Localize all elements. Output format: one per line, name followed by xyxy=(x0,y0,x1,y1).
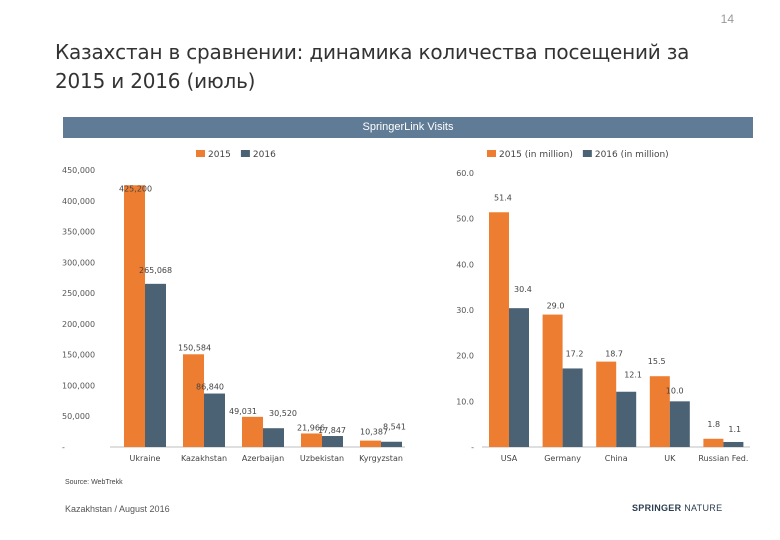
logo-word-nature: NATURE xyxy=(684,503,723,513)
footer-caption: Kazakhstan / August 2016 xyxy=(65,504,170,514)
bar-1-0 xyxy=(145,283,166,447)
y-tick-label: 100,000 xyxy=(62,381,95,390)
category-label: Azerbaijan xyxy=(242,454,284,463)
data-label-0-3: 15.5 xyxy=(648,357,666,366)
bar-0-1 xyxy=(183,354,204,447)
category-label: Ukraine xyxy=(130,454,161,463)
page-title: Казахстан в сравнении: динамика количест… xyxy=(55,38,735,96)
y-tick-label: 150,000 xyxy=(62,351,95,360)
data-label-0-1: 150,584 xyxy=(178,343,211,352)
y-tick-label: 50,000 xyxy=(62,412,90,421)
logo-word-springer: SPRINGER xyxy=(632,503,682,513)
bar-1-4 xyxy=(723,441,744,447)
bar-0-2 xyxy=(596,361,617,447)
data-label-0-3: 21,966 xyxy=(297,423,325,432)
bar-0-4 xyxy=(360,440,381,447)
chart-right: 60.0 50.0 40.0 30.0 20.0 10.0 - 2015 (in millio… xyxy=(456,150,750,463)
bar-0-1 xyxy=(542,314,563,447)
bar-0-4 xyxy=(703,438,724,447)
bar-0-3 xyxy=(649,376,670,447)
category-label: Uzbekistan xyxy=(300,454,344,463)
y-tick-label: 30.0 xyxy=(456,306,474,315)
legend-label-0: 2015 xyxy=(208,150,231,160)
y-tick-label: 20.0 xyxy=(456,352,474,361)
page-number: 14 xyxy=(720,12,734,26)
data-label-1-2: 12.1 xyxy=(624,371,642,380)
category-label: UK xyxy=(664,454,676,463)
y-tick-label: 400,000 xyxy=(62,197,95,206)
legend-label-1: 2016 xyxy=(253,150,276,160)
data-label-1-4: 1.1 xyxy=(728,425,741,434)
data-label-0-2: 18.7 xyxy=(605,350,623,359)
title-line-2: 2015 и 2016 (июль) xyxy=(55,69,256,93)
bar-0-2 xyxy=(242,416,263,447)
data-label-0-0: 51.4 xyxy=(494,193,512,202)
y-tick-label: - xyxy=(471,443,474,452)
data-label-0-2: 49,031 xyxy=(229,407,257,416)
data-label-1-1: 17.2 xyxy=(566,349,584,358)
bar-0-3 xyxy=(301,433,322,447)
category-label: China xyxy=(605,454,628,463)
bar-1-4 xyxy=(381,441,402,447)
data-label-0-1: 29.0 xyxy=(547,302,565,311)
y-tick-label: 450,000 xyxy=(62,166,95,175)
category-label: Russian Fed. xyxy=(698,454,748,463)
data-label-1-2: 30,520 xyxy=(269,409,297,418)
y-tick-label: 40.0 xyxy=(456,260,474,269)
legend-label-0: 2015 (in million) xyxy=(499,150,573,160)
title-line-1: Казахстан в сравнении: динамика количест… xyxy=(55,40,690,64)
bar-1-3 xyxy=(669,401,690,447)
legend-swatch-0 xyxy=(487,150,496,157)
bar-1-1 xyxy=(562,368,583,447)
legend-label-1: 2016 (in million) xyxy=(595,150,669,160)
y-tick-label: 50.0 xyxy=(456,215,474,224)
springer-nature-logo: SPRINGER NATURE xyxy=(632,503,722,513)
data-label-1-1: 86,840 xyxy=(196,383,224,392)
y-tick-label: 300,000 xyxy=(62,258,95,267)
y-tick-label: 250,000 xyxy=(62,289,95,298)
data-label-1-0: 30.4 xyxy=(514,285,532,294)
bar-1-1 xyxy=(204,393,225,447)
bar-1-2 xyxy=(263,428,284,447)
y-tick-label: 60.0 xyxy=(456,169,474,178)
data-label-1-3: 17,847 xyxy=(318,426,346,435)
data-label-1-3: 10.0 xyxy=(666,386,684,395)
bar-1-2 xyxy=(616,391,637,447)
category-label: Kazakhstan xyxy=(181,454,227,463)
data-label-0-0: 425,200 xyxy=(119,184,152,193)
chart-left: 450,000 400,000 350,000 300,000 250,000 200,0… xyxy=(62,150,406,463)
category-label: Kyrgyzstan xyxy=(359,454,403,463)
source-note: Source: WebTrekk xyxy=(65,479,123,486)
y-tick-label: 10.0 xyxy=(456,397,474,406)
bar-1-0 xyxy=(509,308,529,447)
category-label: Germany xyxy=(544,454,581,463)
data-label-1-4: 8,541 xyxy=(383,423,406,432)
data-label-0-4: 1.8 xyxy=(707,420,720,429)
y-tick-label: 350,000 xyxy=(62,228,95,237)
data-label-1-0: 265,068 xyxy=(139,266,172,275)
bar-0-0 xyxy=(124,185,145,447)
y-tick-label: - xyxy=(62,443,65,452)
legend-swatch-1 xyxy=(240,150,250,157)
legend-swatch-1 xyxy=(582,150,592,157)
legend-swatch-0 xyxy=(196,150,205,157)
bar-1-3 xyxy=(322,436,343,447)
y-tick-label: 200,000 xyxy=(62,320,95,329)
category-label: USA xyxy=(501,454,518,463)
chart-banner: SpringerLink Visits xyxy=(63,117,753,138)
data-label-0-4: 10,387 xyxy=(360,428,388,437)
bar-0-0 xyxy=(489,212,509,447)
